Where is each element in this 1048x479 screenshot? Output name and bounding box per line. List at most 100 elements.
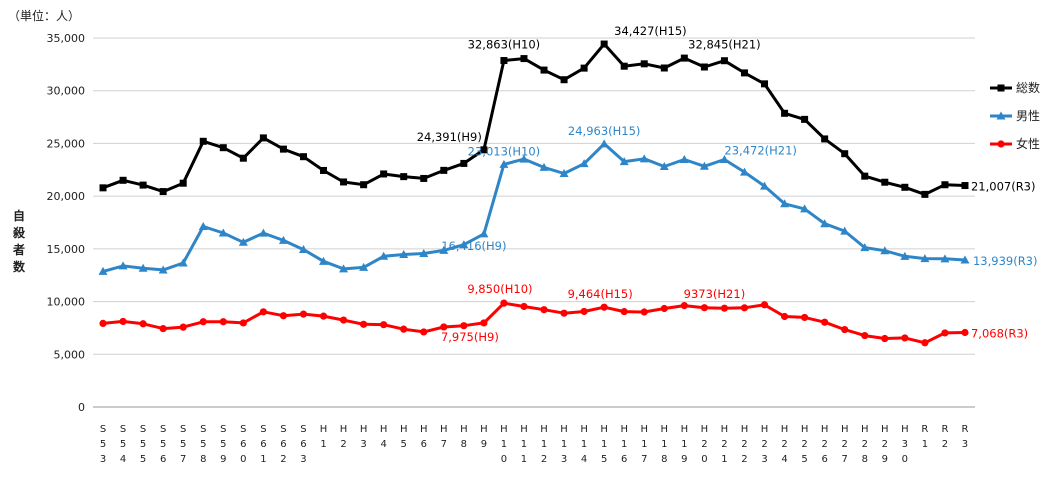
data-point [600,40,608,48]
data-point [881,178,889,186]
data-point [519,154,529,163]
data-point [299,310,308,318]
data-point [901,334,909,342]
data-point [480,146,488,154]
data-point [440,166,448,174]
data-point [119,176,127,184]
data-point [780,199,790,208]
data-point [179,179,187,187]
data-point [298,245,308,254]
data-point [239,154,247,162]
data-point [620,62,628,70]
data-point [780,312,789,321]
data-point [739,167,749,176]
data-point [279,312,288,320]
y-tick-label: 20,000 [47,190,86,203]
data-annotation: 21,007(R3) [971,180,1036,194]
data-point [640,60,648,68]
data-point [480,319,488,327]
data-annotation: 23,013(H10) [468,144,541,158]
data-point [320,166,328,174]
data-point [340,178,348,186]
data-point [560,309,568,317]
data-annotation: 32,863(H10) [468,38,541,52]
data-point [440,323,448,331]
data-point [380,170,388,178]
data-point [520,55,528,63]
series-line [102,142,966,273]
y-tick-label: 5,000 [54,348,86,361]
data-point [699,161,709,170]
data-annotation: 9,464(H15) [568,287,633,301]
data-point [499,159,509,168]
data-point [921,190,929,198]
data-point [118,261,128,270]
data-point [801,313,809,322]
data-point [98,266,108,275]
data-annotation: 7,975(H9) [441,330,499,344]
data-point [700,304,708,312]
data-point [279,145,287,153]
data-point [339,264,349,273]
data-point [360,181,368,189]
data-point [139,320,147,328]
data-point [539,162,549,171]
data-point [940,254,950,263]
data-annotation: 23,472(H21) [724,144,797,158]
data-point [359,262,369,271]
data-point [639,154,649,163]
data-point [900,251,910,260]
data-point [659,161,669,170]
data-point [901,183,909,191]
data-point [720,57,728,65]
data-point [841,150,849,158]
data-point [99,184,107,192]
data-point [520,302,528,311]
data-point [620,307,628,316]
data-point [420,174,428,182]
data-annotation: 32,845(H21) [688,38,761,52]
data-point [599,139,609,148]
data-annotation: 9,850(H10) [467,282,532,296]
data-point [159,188,167,196]
data-point [459,240,469,249]
gridlines [93,37,975,408]
data-point [941,181,949,189]
legend-marker [996,111,1006,120]
data-point [800,204,810,213]
data-point [139,181,147,189]
data-point [941,329,949,337]
data-point [921,339,929,347]
data-point [920,254,930,263]
data-point [198,222,208,231]
data-annotation: 9373(H21) [684,287,746,301]
data-annotation: 24,391(H9) [417,130,482,144]
data-point [99,319,107,328]
data-point [560,76,568,84]
data-point [218,228,228,237]
data-point [540,306,548,314]
data-point [700,63,708,71]
data-point [559,169,569,178]
data-point [580,307,588,316]
data-point [660,304,668,313]
data-point [660,64,668,72]
